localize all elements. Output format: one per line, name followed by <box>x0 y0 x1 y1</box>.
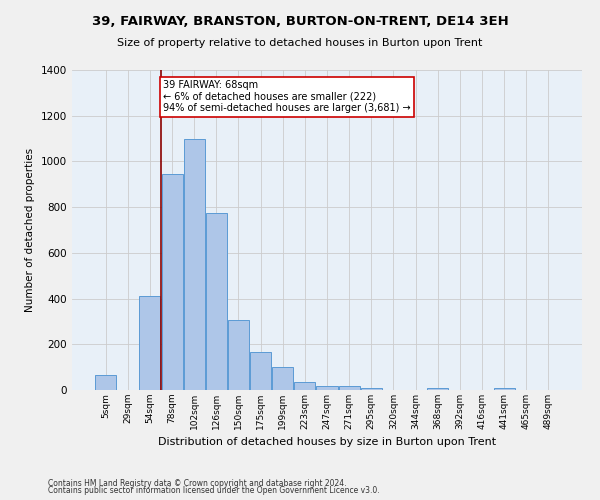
Text: 39, FAIRWAY, BRANSTON, BURTON-ON-TRENT, DE14 3EH: 39, FAIRWAY, BRANSTON, BURTON-ON-TRENT, … <box>92 15 508 28</box>
Bar <box>316 386 338 390</box>
Text: Contains public sector information licensed under the Open Government Licence v3: Contains public sector information licen… <box>48 486 380 495</box>
Bar <box>228 320 249 390</box>
Bar <box>427 388 448 390</box>
Text: Size of property relative to detached houses in Burton upon Trent: Size of property relative to detached ho… <box>118 38 482 48</box>
Bar <box>494 388 515 390</box>
Bar <box>338 386 359 390</box>
Text: 39 FAIRWAY: 68sqm
← 6% of detached houses are smaller (222)
94% of semi-detached: 39 FAIRWAY: 68sqm ← 6% of detached house… <box>163 80 411 114</box>
Bar <box>361 388 382 390</box>
Text: Contains HM Land Registry data © Crown copyright and database right 2024.: Contains HM Land Registry data © Crown c… <box>48 478 347 488</box>
Bar <box>139 296 160 390</box>
Bar <box>206 213 227 390</box>
Bar <box>295 382 316 390</box>
Bar <box>161 174 182 390</box>
X-axis label: Distribution of detached houses by size in Burton upon Trent: Distribution of detached houses by size … <box>158 438 496 448</box>
Y-axis label: Number of detached properties: Number of detached properties <box>25 148 35 312</box>
Bar <box>184 138 205 390</box>
Bar <box>250 352 271 390</box>
Bar <box>272 367 293 390</box>
Bar <box>95 375 116 390</box>
